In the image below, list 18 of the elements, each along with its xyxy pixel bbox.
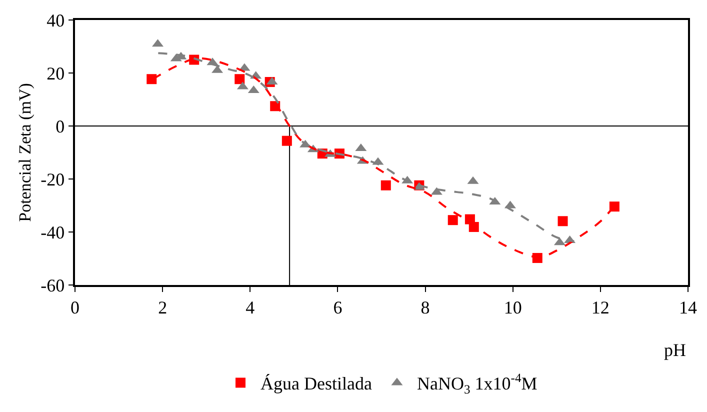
- legend-label: NaNO$_{3}$ 1x10$^{-4}$M: [416, 371, 538, 396]
- x-axis-title: pH: [664, 340, 686, 360]
- x-tick-label: 14: [679, 297, 697, 318]
- x-tick-label: 6: [333, 297, 342, 318]
- y-tick-label: -60: [40, 275, 65, 296]
- y-axis-title: Potencial Zeta (mV): [16, 83, 35, 222]
- x-tick-label: 4: [246, 297, 255, 318]
- y-tick-label: -40: [40, 222, 65, 242]
- x-tick-label: 2: [158, 297, 168, 318]
- y-tick-label: 20: [46, 63, 65, 84]
- x-tick-label: 12: [591, 297, 610, 318]
- y-tick-label: 0: [56, 116, 65, 136]
- y-tick-label: 40: [46, 10, 65, 30]
- x-tick-label: 10: [504, 297, 522, 318]
- x-tick-label: 8: [420, 297, 430, 318]
- y-tick-label: -20: [40, 169, 65, 190]
- legend-label: Água Destilada: [260, 374, 372, 394]
- x-tick-label: 0: [70, 297, 80, 318]
